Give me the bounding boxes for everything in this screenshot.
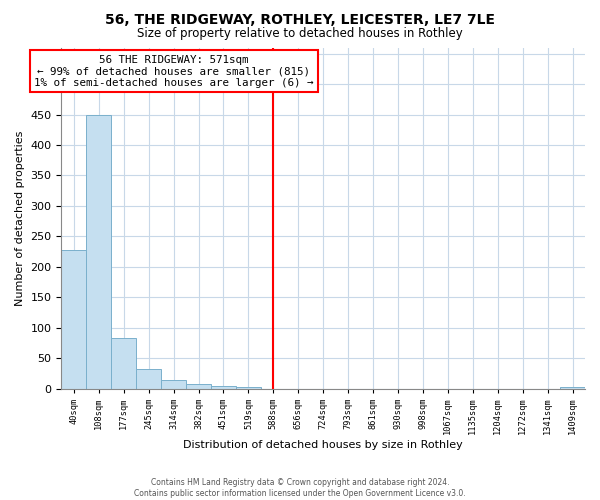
Bar	[136, 369, 161, 388]
Bar	[86, 114, 111, 388]
Bar	[186, 384, 211, 388]
Bar	[161, 380, 186, 388]
Bar	[560, 387, 585, 388]
Text: Size of property relative to detached houses in Rothley: Size of property relative to detached ho…	[137, 28, 463, 40]
Bar	[211, 386, 236, 388]
Y-axis label: Number of detached properties: Number of detached properties	[15, 130, 25, 306]
Text: 56 THE RIDGEWAY: 571sqm
← 99% of detached houses are smaller (815)
1% of semi-de: 56 THE RIDGEWAY: 571sqm ← 99% of detache…	[34, 55, 313, 88]
Text: Contains HM Land Registry data © Crown copyright and database right 2024.
Contai: Contains HM Land Registry data © Crown c…	[134, 478, 466, 498]
Bar	[236, 387, 261, 388]
X-axis label: Distribution of detached houses by size in Rothley: Distribution of detached houses by size …	[184, 440, 463, 450]
Bar	[61, 250, 86, 388]
Bar	[111, 338, 136, 388]
Text: 56, THE RIDGEWAY, ROTHLEY, LEICESTER, LE7 7LE: 56, THE RIDGEWAY, ROTHLEY, LEICESTER, LE…	[105, 12, 495, 26]
